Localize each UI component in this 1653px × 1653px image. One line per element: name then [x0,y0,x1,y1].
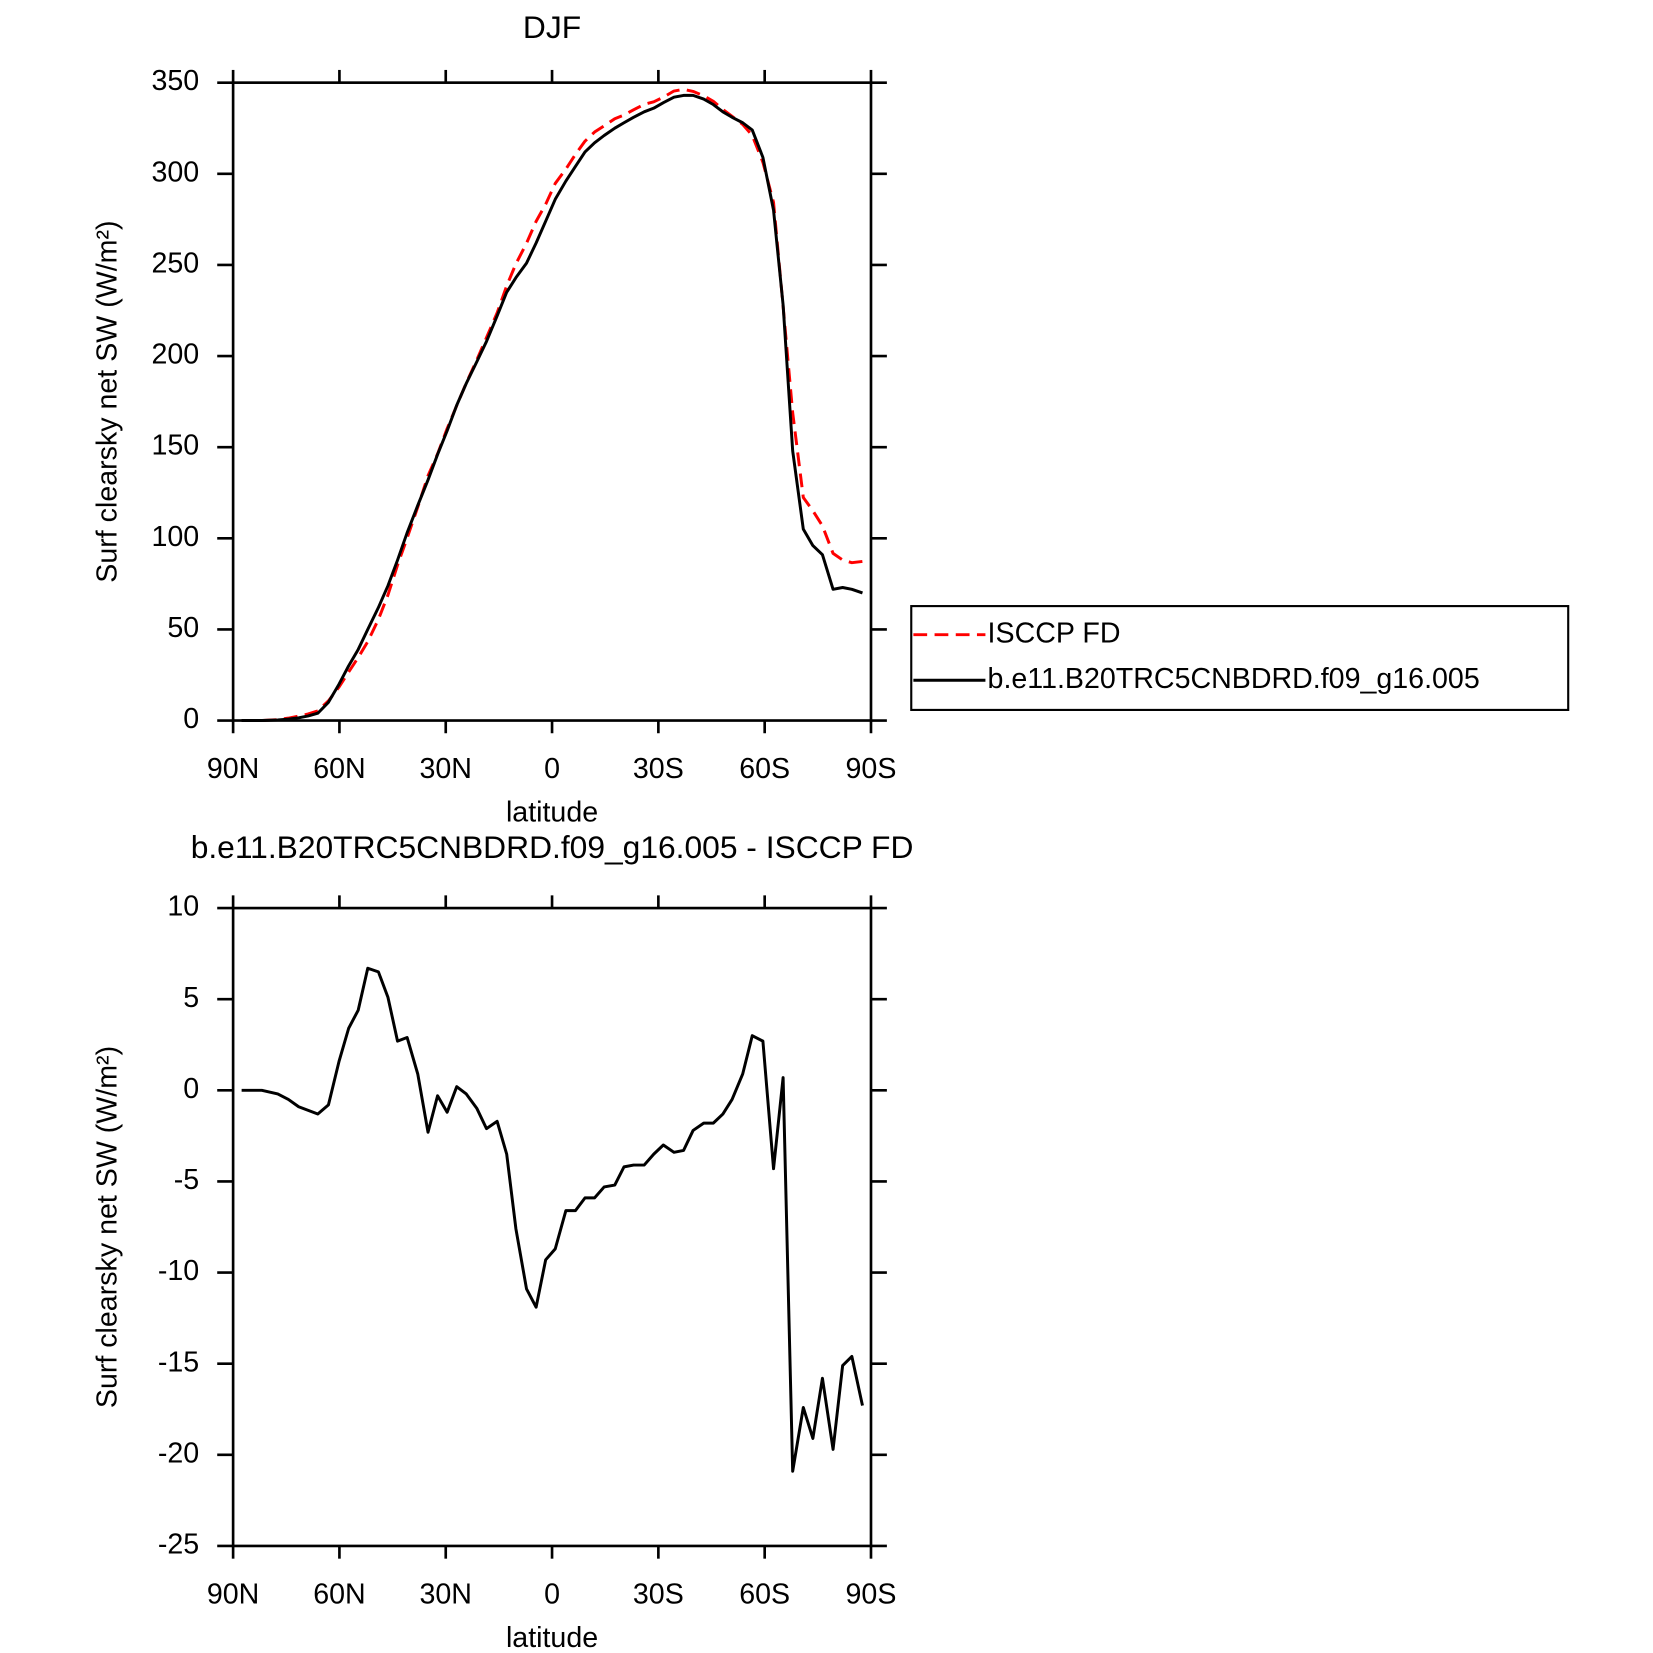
x-tick-label: 30S [633,1578,684,1610]
y-tick-label: 0 [183,703,199,735]
y-tick-label: -20 [158,1437,199,1469]
legend-label: b.e11.B20TRC5CNBDRD.f09_g16.005 [988,663,1480,695]
y-tick-label: 300 [151,156,199,188]
y-tick-label: 350 [151,65,199,97]
y-tick-label: -15 [158,1346,199,1378]
y-tick-label: 10 [167,891,199,923]
y-tick-label: 150 [151,430,199,462]
x-tick-label: 60N [313,753,365,785]
y-tick-label: 200 [151,339,199,371]
y-tick-label: 100 [151,521,199,553]
y-tick-label: -25 [158,1529,199,1561]
y-tick-label: -5 [174,1164,199,1196]
x-tick-label: 30N [420,1578,472,1610]
x-tick-label: 30S [633,753,684,785]
y-axis-label: Surf clearsky net SW (W/m²) [92,1046,124,1408]
x-tick-label: 60N [313,1578,365,1610]
chart-title: b.e11.B20TRC5CNBDRD.f09_g16.005 - ISCCP … [191,829,914,865]
x-tick-label: 90S [846,1578,897,1610]
x-tick-label: 0 [544,753,560,785]
plot-frame [231,906,873,1548]
x-tick-label: 90N [207,753,259,785]
plot-frame [231,81,873,722]
y-tick-label: -10 [158,1255,199,1287]
x-tick-label: 60S [739,1578,790,1610]
x-tick-label: 60S [739,753,790,785]
y-tick-label: 50 [167,612,199,644]
y-tick-label: 0 [183,1073,199,1105]
y-tick-label: 250 [151,247,199,279]
legend-box [910,605,1570,711]
data-line [241,93,863,723]
legend-label: ISCCP FD [988,617,1121,649]
x-axis-label: latitude [506,1622,598,1653]
data-line [241,966,864,1473]
y-tick-label: 5 [183,982,199,1014]
y-axis-label: Surf clearsky net SW (W/m²) [92,220,124,582]
chart-title: DJF [523,9,581,45]
x-tick-label: 0 [544,1578,560,1610]
data-line [241,87,863,723]
x-axis-label: latitude [506,796,598,828]
x-tick-label: 90N [207,1578,259,1610]
x-tick-label: 90S [846,753,897,785]
figure-body: DJF latitude Surf clearsky net SW (W/m²) 0 5… [92,9,1570,1653]
x-tick-label: 30N [420,753,472,785]
